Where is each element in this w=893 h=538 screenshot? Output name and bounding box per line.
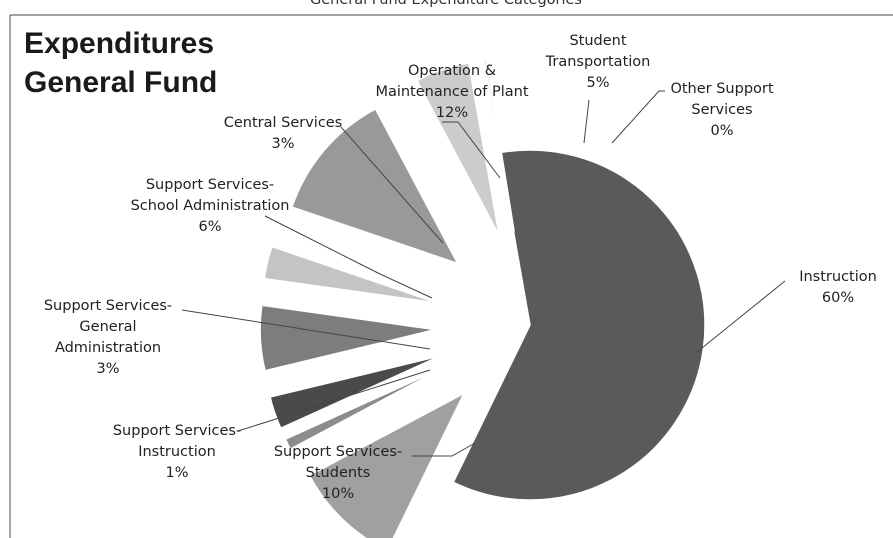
pie-slice-3 — [269, 355, 441, 430]
slice-percent-label-0: 60% — [822, 290, 854, 306]
header-text: General Fund Expenditure Categories — [310, 0, 582, 8]
slice-label-3-line-2: Administration — [55, 340, 161, 356]
slice-label-0-line-0: Instruction — [799, 269, 877, 285]
slice-percent-label-7: 5% — [586, 75, 609, 91]
slice-label-4-line-1: School Administration — [131, 198, 290, 214]
slice-label-2-line-1: Instruction — [138, 444, 216, 460]
slice-label-6-line-1: Maintenance of Plant — [375, 84, 528, 100]
slice-label-1-line-0: Support Services- — [274, 444, 402, 460]
slice-label-2-line-0: Support Services- — [113, 423, 241, 439]
leader-line-7 — [583, 99, 590, 144]
slice-label-3-line-1: General — [79, 319, 136, 335]
chart-title-line-1: Expenditures — [24, 27, 214, 60]
slice-percent-label-6: 12% — [436, 105, 468, 121]
slice-percent-label-4: 6% — [198, 219, 221, 235]
slice-percent-label-8: 0% — [710, 123, 733, 139]
leader-line-4 — [264, 215, 433, 299]
pie-slice-4 — [259, 304, 436, 372]
leader-line-0 — [696, 280, 786, 353]
leader-line-3 — [181, 309, 431, 350]
leader-line-5 — [340, 126, 444, 244]
slice-percent-label-5: 3% — [271, 136, 294, 152]
leader-line-6 — [442, 121, 501, 179]
slice-percent-label-2: 1% — [165, 465, 188, 481]
slice-percent-label-3: 3% — [96, 361, 119, 377]
leader-lines — [181, 90, 786, 457]
slice-label-7-line-0: Student — [569, 33, 626, 49]
pie-slice-1 — [308, 391, 466, 538]
leader-line-8 — [611, 90, 665, 144]
chart-title-line-2: General Fund — [24, 66, 217, 99]
slice-labels: Instruction 60% Support Services- Students 1… — [44, 33, 877, 502]
slice-label-4-line-0: Support Services- — [146, 177, 274, 193]
pie-slice-2 — [284, 366, 446, 451]
slice-percent-label-1: 10% — [322, 486, 354, 502]
pie-slice-0 — [452, 149, 706, 501]
pie-slice-8 — [482, 57, 515, 232]
pie-slices — [259, 57, 706, 538]
slice-label-5-line-0: Central Services — [224, 115, 343, 131]
slice-label-6-line-0: Operation & — [408, 63, 496, 79]
leader-line-2 — [237, 369, 431, 432]
pie-slice-6 — [291, 107, 460, 265]
slice-label-8-line-1: Services — [691, 102, 752, 118]
slice-label-8-line-0: Other Support — [670, 81, 773, 97]
slice-label-7-line-1: Transportation — [545, 54, 651, 70]
pie-slice-7 — [415, 61, 500, 236]
leader-line-1 — [412, 442, 476, 457]
slice-label-1-line-1: Students — [306, 465, 371, 481]
pie-slice-5 — [263, 245, 438, 304]
slice-label-3-line-0: Support Services- — [44, 298, 172, 314]
